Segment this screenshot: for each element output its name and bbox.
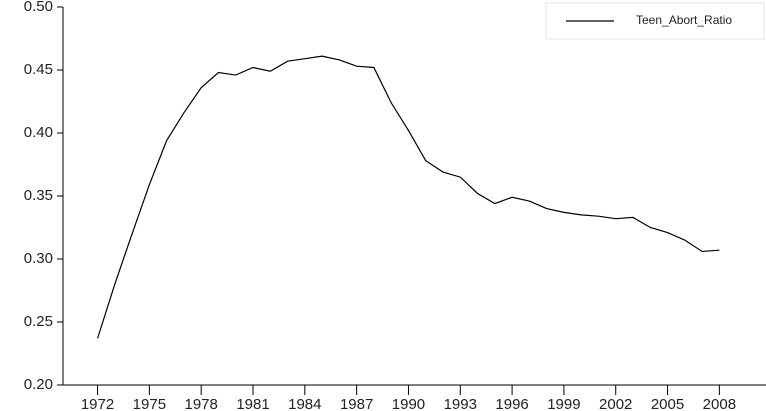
y-tick-label: 0.25	[24, 313, 53, 330]
x-tick-label: 1981	[236, 396, 269, 411]
data-line	[96, 55, 720, 339]
x-tick-label: 1990	[392, 396, 425, 411]
x-tick-label: 1996	[495, 396, 528, 411]
x-tick-label: 1972	[81, 396, 114, 411]
y-tick-label: 0.45	[24, 61, 53, 78]
x-tick-label: 1975	[133, 396, 166, 411]
y-tick-label: 0.30	[24, 250, 53, 267]
x-tick-label: 2005	[651, 396, 684, 411]
y-tick-label: 0.40	[24, 124, 53, 141]
x-tick-label: 2008	[703, 396, 736, 411]
x-tick-label: 1978	[184, 396, 217, 411]
x-tick-label: 2002	[599, 396, 632, 411]
y-tick-label: 0.50	[24, 0, 53, 15]
x-tick-label: 1984	[288, 396, 321, 411]
x-tick-label: 1999	[547, 396, 580, 411]
x-tick-label: 1987	[340, 396, 373, 411]
x-tick-label: 1993	[444, 396, 477, 411]
legend-label: Teen_Abort_Ratio	[636, 13, 732, 27]
y-tick-label: 0.20	[24, 376, 53, 393]
y-tick-label: 0.35	[24, 187, 53, 204]
